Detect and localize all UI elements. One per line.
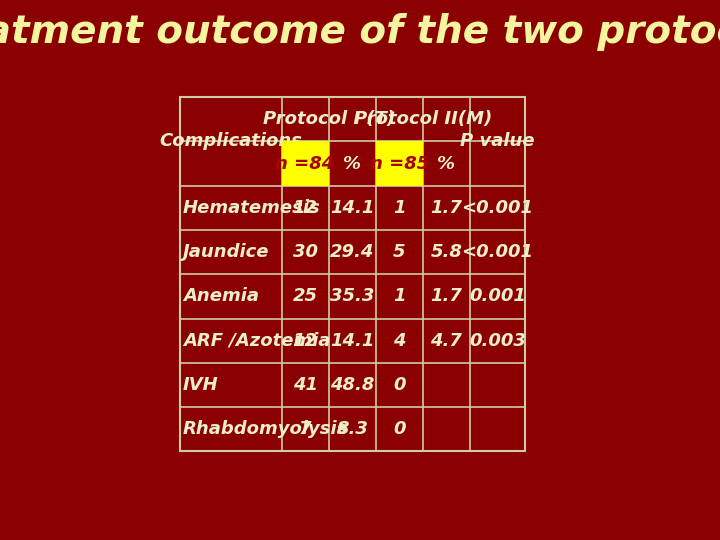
Text: 14.1: 14.1 [330, 332, 374, 350]
Text: 0: 0 [393, 420, 405, 438]
FancyBboxPatch shape [282, 141, 328, 186]
Text: Jaundice: Jaundice [183, 243, 269, 261]
Text: 25: 25 [292, 287, 318, 306]
Text: 14.1: 14.1 [330, 199, 374, 217]
Text: 12: 12 [292, 332, 318, 350]
Text: 1: 1 [393, 287, 405, 306]
FancyBboxPatch shape [376, 141, 423, 186]
Text: 8.3: 8.3 [336, 420, 368, 438]
Text: %: % [343, 154, 361, 173]
Text: <0.001: <0.001 [462, 243, 534, 261]
Text: n =85: n =85 [369, 154, 429, 173]
Text: Complications: Complications [159, 132, 302, 151]
Text: Anemia: Anemia [183, 287, 258, 306]
Text: 29.4: 29.4 [330, 243, 374, 261]
Text: Treatment outcome of the two protocols: Treatment outcome of the two protocols [0, 14, 720, 51]
Text: Protocol I (T): Protocol I (T) [263, 110, 395, 129]
Text: 0: 0 [393, 376, 405, 394]
Text: 1: 1 [393, 199, 405, 217]
Text: 5: 5 [393, 243, 405, 261]
Text: P value: P value [460, 132, 534, 151]
Text: 7: 7 [299, 420, 311, 438]
Text: 35.3: 35.3 [330, 287, 374, 306]
Text: 0.003: 0.003 [469, 332, 526, 350]
Text: 0.001: 0.001 [469, 287, 526, 306]
Text: Hematemesis: Hematemesis [183, 199, 320, 217]
Text: 4: 4 [393, 332, 405, 350]
Text: ARF /Azotemia: ARF /Azotemia [183, 332, 330, 350]
Text: Rhabdomyolysis: Rhabdomyolysis [183, 420, 348, 438]
Text: 1.7: 1.7 [431, 287, 462, 306]
Text: 30: 30 [292, 243, 318, 261]
Text: n =84: n =84 [276, 154, 335, 173]
Text: 4.7: 4.7 [431, 332, 462, 350]
Text: 48.8: 48.8 [330, 376, 374, 394]
Text: 41: 41 [292, 376, 318, 394]
Text: 12: 12 [292, 199, 318, 217]
Text: 5.8: 5.8 [431, 243, 462, 261]
Text: <0.001: <0.001 [462, 199, 534, 217]
Text: IVH: IVH [183, 376, 218, 394]
Text: %: % [437, 154, 455, 173]
Text: 1.7: 1.7 [431, 199, 462, 217]
FancyBboxPatch shape [179, 97, 525, 451]
Text: Protocol II(M): Protocol II(M) [354, 110, 492, 129]
